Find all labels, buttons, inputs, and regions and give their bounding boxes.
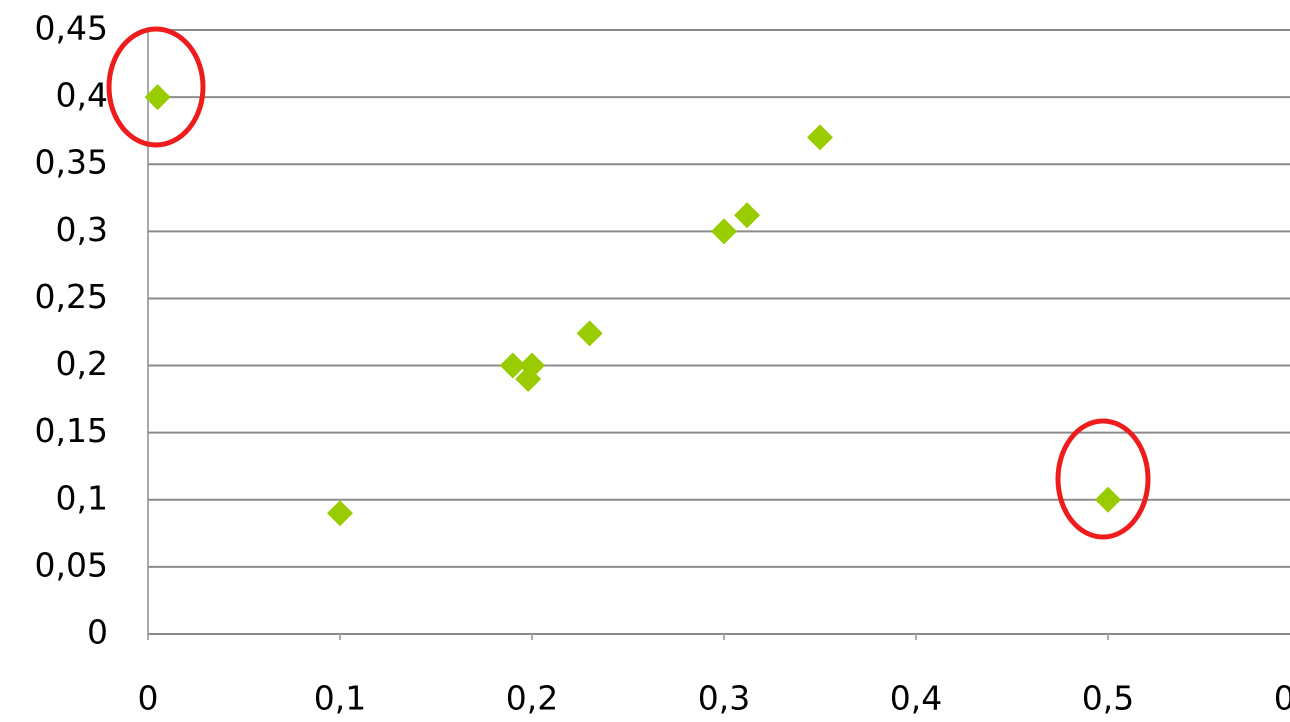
y-tick-label: 0,35 — [35, 143, 108, 182]
y-tick-label: 0,25 — [35, 277, 108, 316]
x-tick-label: 0,5 — [1082, 679, 1134, 718]
y-tick-label: 0,05 — [35, 545, 108, 584]
x-tick-label: 0,3 — [698, 679, 750, 718]
highlight-ellipse — [1055, 418, 1151, 540]
data-point — [734, 202, 761, 229]
y-tick-label: 0,1 — [56, 478, 108, 517]
data-point — [711, 218, 737, 245]
x-tick-label: 0,4 — [890, 679, 942, 718]
x-tick-label: 0,1 — [314, 679, 366, 718]
data-point — [499, 352, 526, 379]
y-tick-label: 0,2 — [56, 344, 108, 383]
y-tick-label: 0,4 — [56, 76, 108, 115]
x-tick-label: 0,2 — [506, 679, 558, 718]
y-tick-label: 0,15 — [35, 411, 108, 450]
data-point — [515, 365, 542, 392]
data-point — [144, 84, 171, 111]
data-point — [807, 124, 833, 151]
y-tick-label: 0,45 — [35, 9, 108, 48]
data-point — [327, 500, 353, 527]
data-point — [576, 320, 603, 347]
y-tick-label: 0,3 — [56, 210, 108, 249]
highlight-ellipse — [106, 26, 206, 148]
y-tick-label: 0 — [87, 613, 108, 652]
data-point — [1095, 486, 1121, 513]
x-tick-label: 0 — [138, 679, 159, 718]
x-tick-label: 0,6 — [1274, 679, 1290, 718]
